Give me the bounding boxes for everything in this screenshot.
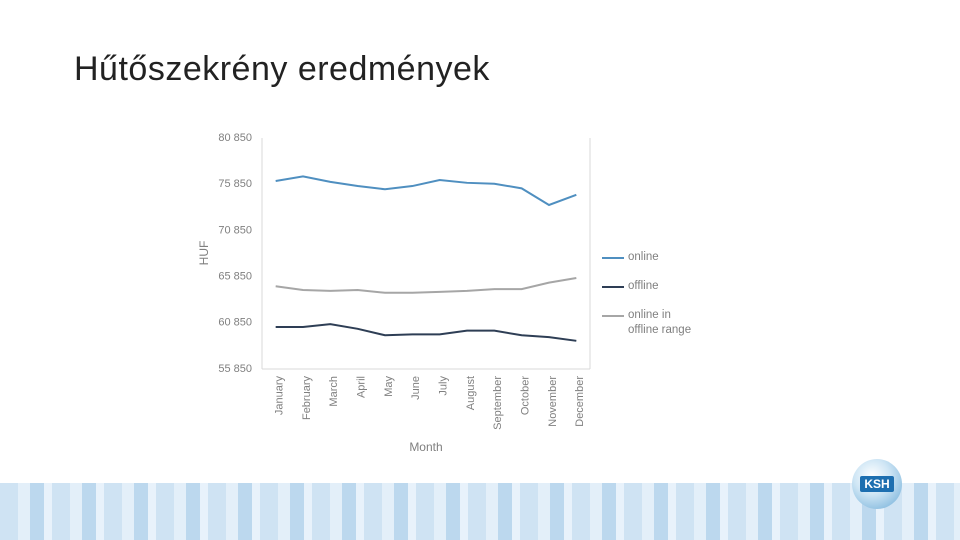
- x-tick-label: July: [438, 376, 450, 396]
- legend-swatch: [602, 257, 624, 259]
- y-tick-label: 80 850: [218, 132, 252, 144]
- y-tick-label: 65 850: [218, 271, 252, 283]
- y-tick-label: 60 850: [218, 317, 252, 329]
- x-tick-label: September: [492, 376, 504, 430]
- legend-swatch: [602, 286, 624, 288]
- y-tick-label: 70 850: [218, 224, 252, 236]
- legend-label: online: [628, 251, 659, 263]
- legend-item: online: [602, 250, 698, 265]
- x-tick-label: August: [465, 376, 477, 410]
- x-tick-label: May: [383, 376, 395, 397]
- logo-text: KSH: [860, 476, 894, 492]
- legend-label: offline: [628, 280, 659, 292]
- x-tick-label: February: [301, 376, 313, 421]
- legend-item: online in offline range: [602, 308, 698, 338]
- slide-title: Hűtőszekrény eredmények: [74, 50, 490, 88]
- x-tick-label: March: [328, 376, 340, 407]
- line-series: [275, 175, 577, 207]
- line-series: [275, 276, 577, 294]
- x-axis-label: Month: [409, 440, 442, 454]
- x-tick-label: June: [410, 376, 422, 400]
- footer-band: [0, 483, 960, 540]
- legend: online offline online in offline range: [602, 250, 698, 352]
- y-tick-label: 55 850: [218, 363, 252, 375]
- legend-label: online in offline range: [628, 309, 692, 336]
- x-tick-label: January: [274, 376, 286, 416]
- x-tick-label: November: [547, 376, 559, 427]
- x-tick-label: December: [574, 376, 586, 427]
- y-axis-label: HUF: [197, 241, 211, 266]
- x-tick-label: October: [520, 376, 532, 415]
- legend-swatch: [602, 315, 624, 317]
- logo: KSH: [852, 459, 902, 509]
- x-tick-label: April: [356, 376, 368, 398]
- legend-item: offline: [602, 279, 698, 294]
- line-series: [275, 323, 577, 342]
- y-tick-label: 75 850: [218, 178, 252, 190]
